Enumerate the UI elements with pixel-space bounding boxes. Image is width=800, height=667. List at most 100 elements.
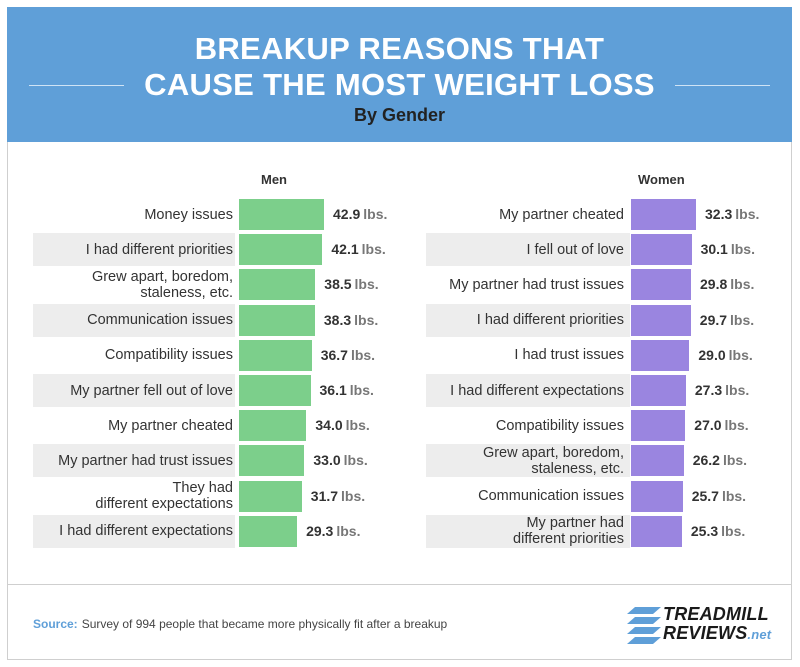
- women-value-number: 27.3: [694, 382, 723, 398]
- women-bar: [631, 304, 691, 336]
- men-bar: [239, 375, 311, 406]
- women-category-label-line: Compatibility issues: [495, 417, 624, 434]
- header-banner: BREAKUP REASONS THAT CAUSE THE MOST WEIG…: [7, 7, 792, 142]
- women-value-unit: lbs.: [728, 346, 753, 363]
- women-value-unit: lbs.: [730, 311, 755, 328]
- women-value-label: 30.1 lbs.: [701, 241, 755, 257]
- men-bar: [239, 445, 305, 477]
- women-value-number: 29.0: [698, 346, 726, 363]
- source-note: Source: Survey of 994 people that became …: [33, 617, 447, 631]
- men-bar: [239, 480, 302, 512]
- women-category-label: I fell out of love: [426, 233, 624, 266]
- women-category-label-line: staleness, etc.: [531, 460, 624, 477]
- women-value-label: 27.3 lbs.: [695, 382, 749, 398]
- men-value-label: 29.3 lbs.: [306, 523, 360, 539]
- men-row-stripe: [33, 233, 235, 267]
- women-value-number: 30.1: [700, 241, 728, 258]
- men-category-label-line: Communication issues: [87, 312, 233, 329]
- women-category-label-line: My partner cheated: [499, 206, 624, 223]
- men-bar: [239, 199, 324, 230]
- women-value-number: 29.8: [700, 276, 728, 293]
- men-category-label: I had different expectations: [33, 515, 233, 548]
- men-category-label: Communication issues: [33, 304, 233, 337]
- men-value-number: 34.0: [315, 417, 343, 434]
- men-value-label: 36.7 lbs.: [321, 347, 375, 363]
- women-bar: [631, 515, 682, 547]
- men-row-stripe: [33, 303, 235, 337]
- men-bar: [239, 515, 298, 547]
- women-category-label: My partner had different priorities: [426, 515, 624, 548]
- men-category-label-line: They had: [172, 480, 233, 497]
- women-value-label: 32.3 lbs.: [705, 206, 759, 222]
- women-bar: [631, 234, 692, 266]
- women-value-unit: lbs.: [721, 522, 746, 539]
- women-category-label: I had different expectations: [426, 374, 624, 407]
- women-value-unit: lbs.: [735, 206, 760, 222]
- women-value-label: 27.0 lbs.: [694, 417, 748, 433]
- women-value-number: 32.3: [705, 206, 733, 222]
- men-bar: [239, 339, 312, 371]
- men-value-number: 31.7: [310, 487, 339, 504]
- title-rule-right: [675, 85, 770, 86]
- men-bar: [239, 410, 307, 442]
- men-category-label-line: different expectations: [95, 496, 233, 513]
- men-value-label: 31.7 lbs.: [311, 488, 365, 504]
- men-value-unit: lbs.: [363, 206, 388, 222]
- men-value-number: 36.7: [320, 346, 348, 363]
- men-row-stripe: [33, 374, 235, 407]
- men-category-label-line: I had different expectations: [59, 523, 233, 540]
- women-value-unit: lbs.: [730, 276, 755, 293]
- men-chart-title: Men: [261, 172, 287, 187]
- women-category-label-line: Grew apart, boredom,: [482, 444, 624, 461]
- men-category-label: Money issues: [33, 198, 233, 231]
- women-value-label: 25.3 lbs.: [691, 523, 745, 539]
- women-row-stripe: [426, 303, 630, 337]
- men-value-label: 34.0 lbs.: [315, 417, 369, 433]
- women-value-number: 26.2: [692, 452, 720, 469]
- women-category-label: Communication issues: [426, 480, 624, 513]
- women-chart-title: Women: [638, 172, 685, 187]
- women-value-label: 29.8 lbs.: [700, 276, 754, 292]
- men-category-label-line: Compatibility issues: [104, 347, 233, 364]
- source-text: Survey of 994 people that became more ph…: [81, 617, 448, 631]
- men-value-number: 38.5: [324, 276, 352, 293]
- men-value-number: 29.3: [306, 522, 334, 539]
- treadmill-reviews-logo: TREADMILL REVIEWS.net: [627, 604, 777, 646]
- men-value-label: 33.0 lbs.: [313, 452, 367, 468]
- men-bar: [239, 269, 316, 301]
- men-value-unit: lbs.: [343, 452, 368, 469]
- logo-line-2-main: REVIEWS: [663, 623, 748, 643]
- women-value-unit: lbs.: [725, 382, 750, 398]
- women-bar: [631, 445, 684, 477]
- women-bar: [631, 410, 686, 442]
- men-category-label-line: Grew apart, boredom,: [91, 268, 233, 285]
- men-value-unit: lbs.: [349, 382, 374, 398]
- women-category-label-line: I had different priorities: [476, 312, 624, 329]
- women-row-stripe: [426, 233, 630, 267]
- title-line-1: BREAKUP REASONS THAT: [194, 31, 605, 66]
- logo-line-1: TREADMILL: [663, 604, 769, 624]
- women-row-stripe: [426, 514, 630, 548]
- women-value-number: 25.7: [691, 487, 719, 504]
- men-value-label: 42.1 lbs.: [331, 241, 385, 257]
- men-category-label: Grew apart, boredom, staleness, etc.: [33, 268, 233, 301]
- men-category-label: My partner had trust issues: [33, 444, 233, 477]
- women-value-label: 26.2 lbs.: [693, 452, 747, 468]
- subtitle: By Gender: [353, 105, 446, 125]
- source-label: Source:: [33, 617, 78, 631]
- women-category-label-line: different priorities: [513, 531, 624, 548]
- men-category-label: They had different expectations: [33, 480, 233, 513]
- logo-line-2: REVIEWS.net: [663, 623, 771, 644]
- men-value-number: 33.0: [313, 452, 341, 469]
- women-row-stripe: [426, 374, 630, 407]
- women-category-label: Compatibility issues: [426, 409, 624, 442]
- logo-stripes-icon: [627, 607, 661, 644]
- men-value-unit: lbs.: [345, 417, 370, 434]
- women-value-unit: lbs.: [724, 417, 749, 434]
- men-value-label: 36.1 lbs.: [320, 382, 374, 398]
- men-category-label: Compatibility issues: [33, 339, 233, 372]
- women-value-unit: lbs.: [722, 452, 748, 469]
- men-value-unit: lbs.: [354, 311, 379, 328]
- men-value-unit: lbs.: [354, 276, 379, 293]
- women-bar: [631, 480, 683, 512]
